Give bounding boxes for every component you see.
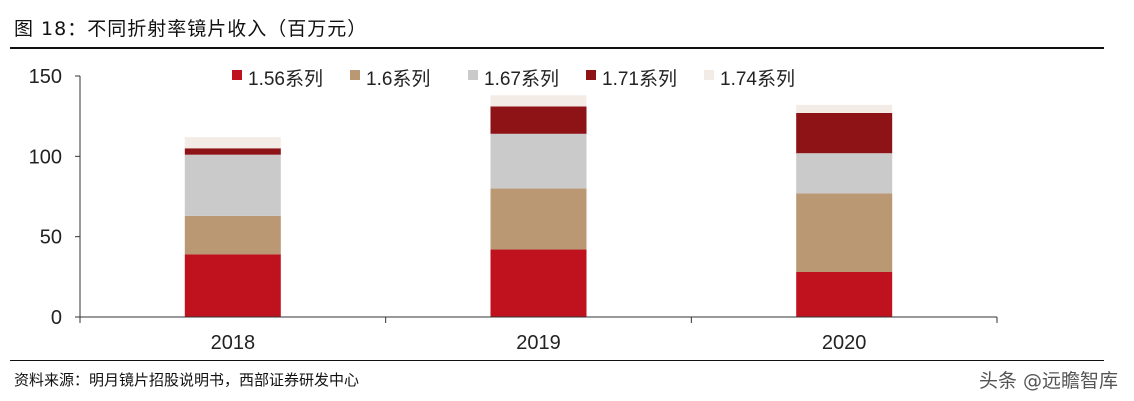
bar-segment <box>184 148 281 155</box>
legend-swatch <box>704 70 714 80</box>
bar-group <box>184 95 893 317</box>
legend-label: 1.71系列 <box>602 68 677 90</box>
bar-segment <box>796 104 893 113</box>
chart-legend: 1.56系列 1.6系列 1.67系列 1.71系列 1.74系列 <box>232 68 795 90</box>
bar-segment <box>184 137 281 149</box>
bar-segment <box>796 113 893 154</box>
bar-segment <box>184 215 281 255</box>
legend-label: 1.74系列 <box>720 68 795 90</box>
x-tick-label: 2020 <box>822 332 867 354</box>
bar-segment <box>490 95 587 107</box>
y-tick-label: 50 <box>40 227 62 249</box>
legend-swatch <box>468 70 478 80</box>
y-tick-label: 100 <box>29 146 62 168</box>
bar-segment <box>490 106 587 134</box>
y-tick-label: 0 <box>51 307 62 329</box>
bar-segment <box>796 272 893 317</box>
source-note: 资料来源：明月镜片招股说明书，西部证券研发中心 <box>14 371 360 389</box>
bar-segment <box>184 154 281 216</box>
bar-segment <box>796 193 893 272</box>
bar-segment <box>796 153 893 194</box>
bar-segment <box>490 133 587 189</box>
bar-segment <box>490 188 587 250</box>
y-tick-label: 150 <box>29 66 62 88</box>
legend-label: 1.67系列 <box>484 68 559 90</box>
figure-title: 图 18：不同折射率镜片收入（百万元） <box>14 18 368 40</box>
source-rule <box>10 360 1104 361</box>
bar-segment <box>490 249 587 317</box>
legend-swatch <box>350 70 360 80</box>
chart-axes: 0 50 100 150 2018 2019 2020 <box>29 66 998 354</box>
watermark: 头条 @远瞻智库 <box>978 370 1118 392</box>
legend-swatch <box>232 70 242 80</box>
title-rule <box>10 47 1104 49</box>
bar-segment <box>184 254 281 317</box>
legend-swatch <box>586 70 596 80</box>
x-tick-label: 2018 <box>211 332 256 354</box>
legend-label: 1.56系列 <box>248 68 323 90</box>
x-tick-label: 2019 <box>516 332 561 354</box>
legend-label: 1.6系列 <box>366 68 430 90</box>
